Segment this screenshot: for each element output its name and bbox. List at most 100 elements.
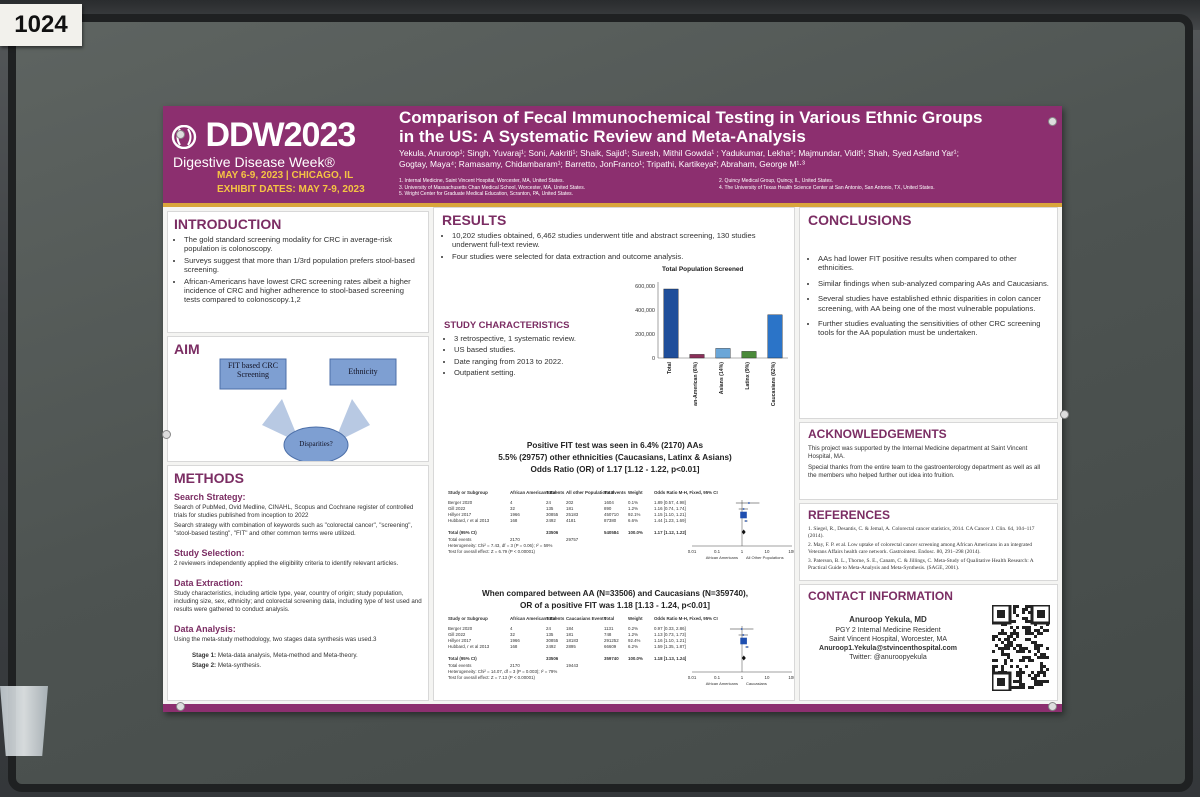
x-tick-label: Caucasians (62%) xyxy=(771,362,777,406)
contact-hospital: Saint Vincent Hospital, Worcester, MA xyxy=(828,636,947,643)
qr-module xyxy=(1016,671,1019,674)
study-selection-text: 2 reviewers independently applied the el… xyxy=(174,560,399,567)
forest-header-cell: Weight xyxy=(628,490,643,495)
qr-module xyxy=(1010,659,1013,662)
qr-module xyxy=(1040,662,1043,665)
forest-cell: Hillyer 2017 xyxy=(448,512,472,517)
qr-module xyxy=(1022,626,1025,629)
forest-cell: 291252 xyxy=(604,638,619,643)
qr-module xyxy=(1013,605,1016,608)
axis-tick-label: 0.01 xyxy=(688,675,697,680)
forest-header-cell: Total xyxy=(604,490,615,495)
plastic-cup xyxy=(0,686,48,756)
forest-cell: 135 xyxy=(546,632,554,637)
forest-cell: 184 xyxy=(566,626,574,631)
qr-module xyxy=(1019,680,1022,683)
qr-module xyxy=(1010,641,1013,644)
bar xyxy=(689,354,705,359)
qr-module xyxy=(1028,674,1031,677)
forest-cell: 32 xyxy=(510,632,515,637)
qr-module xyxy=(1025,620,1028,623)
qr-module xyxy=(1025,647,1028,650)
search-strategy-heading: Search Strategy: xyxy=(174,492,246,502)
forest-total-cell: 1.18 [1.13, 1.24] xyxy=(654,656,687,661)
bar xyxy=(741,351,757,359)
qr-module xyxy=(1037,671,1040,674)
forest-total-cell: 1.17 [1.12, 1.22] xyxy=(654,530,687,535)
qr-module xyxy=(1019,644,1022,647)
forest-events-cell: Total events xyxy=(448,663,472,668)
qr-module xyxy=(1004,638,1007,641)
x-tick-label: African-American (6%) xyxy=(693,362,699,406)
population-bar-chart: Total Population Screened 0 200,000 400,00… xyxy=(622,266,792,406)
qr-module xyxy=(1043,656,1046,659)
forest-cell: 24 xyxy=(546,626,551,631)
study-marker xyxy=(740,637,747,645)
qr-module xyxy=(1022,617,1025,620)
introduction-section: INTRODUCTION The gold standard screening… xyxy=(167,211,429,333)
forest-cell: 1.2% xyxy=(628,632,639,637)
acknowledgements-text-1: This project was supported by the Intern… xyxy=(808,445,1028,460)
x-tick-label: Asians (14%) xyxy=(719,362,725,395)
ethnicity-box xyxy=(329,358,397,386)
forest-total-cell: Total (95% CI) xyxy=(448,656,477,661)
contact-heading: CONTACT INFORMATION xyxy=(808,589,953,603)
contact-twitter[interactable]: Twitter: @anuroopyekula xyxy=(849,654,927,661)
forest-plot-graphic: 0.01 0.1 1 10 100 African Americans All Other … xyxy=(688,500,794,560)
board-number-tag: 1024 xyxy=(0,4,82,46)
logo-text: DDW2023 xyxy=(205,116,356,154)
ddw-logo: DDW2023 Digestive Disease Week® MAY 6-9,… xyxy=(163,106,395,203)
methods-section: METHODS Search Strategy: Search of PubMe… xyxy=(167,465,429,701)
pushpin xyxy=(1048,117,1057,126)
qr-module xyxy=(1040,668,1043,671)
introduction-heading: INTRODUCTION xyxy=(174,216,282,232)
forest-cell: 1131 xyxy=(604,626,614,631)
qr-module xyxy=(1013,629,1016,632)
qr-module xyxy=(1016,635,1019,638)
qr-code-icon[interactable] xyxy=(992,605,1050,691)
forest-heterogeneity: Heterogeneity: Chi² = 14.07, df = 3 (P =… xyxy=(448,669,558,674)
list-item: Surveys suggest that more than 1/3rd pop… xyxy=(184,256,422,275)
forest-header-cell: All other Populations Events xyxy=(566,490,626,495)
qr-module xyxy=(1037,629,1040,632)
qr-finder-center xyxy=(1037,610,1045,618)
forest-cell: 135 xyxy=(546,506,554,511)
forest-cell: 181 xyxy=(566,632,574,637)
qr-module xyxy=(1034,629,1037,632)
forest-cell: 2492 xyxy=(546,518,556,523)
forest-cell: 1.16 [1.10, 1.21] xyxy=(654,638,686,643)
qr-finder-center xyxy=(997,610,1005,618)
bar-chart-svg: 0 200,000 400,000 600,000 Total African-Ameri… xyxy=(635,282,788,406)
list-item: Several studies have established ethnic … xyxy=(818,294,1049,313)
qr-module xyxy=(1037,632,1040,635)
aim-box-disparities: Disparities? xyxy=(299,440,333,448)
qr-module xyxy=(1028,629,1031,632)
study-selection-heading: Study Selection: xyxy=(174,548,245,558)
qr-module xyxy=(1010,635,1013,638)
bar xyxy=(767,314,783,359)
qr-module xyxy=(1013,632,1016,635)
qr-module xyxy=(1037,647,1040,650)
forest-cell: 32 xyxy=(510,506,515,511)
list-item: Outpatient setting. xyxy=(454,368,624,377)
qr-module xyxy=(1022,647,1025,650)
qr-module xyxy=(1046,647,1049,650)
qr-module xyxy=(995,635,998,638)
study-marker xyxy=(746,646,748,648)
y-tick-label: 600,000 xyxy=(635,284,655,290)
forest-cell: 2492 xyxy=(546,644,556,649)
qr-module xyxy=(1031,686,1034,689)
list-item: Further studies evaluating the sensitivi… xyxy=(818,319,1049,338)
forest-cell: 92.1% xyxy=(628,512,641,517)
forest-cell: 30855 xyxy=(546,512,559,517)
qr-module xyxy=(1001,653,1004,656)
study-characteristics-list: 3 retrospective, 1 systematic review. US… xyxy=(444,334,624,380)
qr-module xyxy=(1028,632,1031,635)
qr-module xyxy=(1010,644,1013,647)
qr-module xyxy=(992,650,995,653)
qr-module xyxy=(1004,647,1007,650)
contact-email[interactable]: Anuroop1.Yekula@stvincenthospital.com xyxy=(819,645,957,652)
reference-item: 1. Siegel, R., Desantis, C. & Jemal, A. … xyxy=(808,526,1035,539)
forest-cell: Berger 2020 xyxy=(448,500,473,505)
aim-box-ethnicity: Ethnicity xyxy=(348,367,378,376)
